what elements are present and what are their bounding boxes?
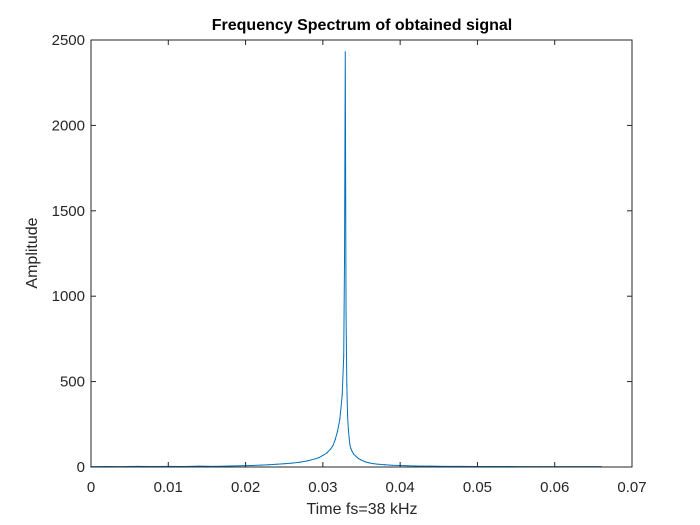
y-axis: 0 500 1000 1500 2000 2500 <box>52 32 632 476</box>
data-point <box>347 428 349 431</box>
data-point <box>350 447 352 449</box>
x-tick-label: 0.05 <box>463 479 492 496</box>
data-point <box>357 457 360 460</box>
data-point <box>336 430 339 432</box>
data-point <box>326 452 328 454</box>
x-axis: 0 0.01 0.02 0.03 0.04 0.05 0.06 0.07 <box>87 40 647 496</box>
y-tick-label: 1500 <box>52 203 85 220</box>
data-point <box>391 464 394 466</box>
data-point <box>291 462 293 464</box>
data-point <box>360 459 362 461</box>
data-point <box>364 461 366 463</box>
data-point <box>422 465 424 467</box>
data-point <box>260 464 262 466</box>
data-point <box>407 465 409 467</box>
plot-frame <box>90 39 633 468</box>
data-point <box>430 465 432 467</box>
data-point <box>384 464 386 466</box>
data-point <box>322 454 324 456</box>
data-point <box>299 461 301 463</box>
data-point <box>252 464 254 467</box>
data-point <box>334 439 336 441</box>
data-point <box>343 355 345 357</box>
data-point <box>306 460 308 462</box>
data-point <box>343 261 346 263</box>
data-point <box>283 463 285 465</box>
x-tick-label: 0.01 <box>154 479 183 496</box>
data-point <box>362 460 364 462</box>
y-tick-label: 500 <box>60 374 85 391</box>
data-point <box>275 463 278 465</box>
data-point <box>349 444 351 446</box>
data-point <box>346 384 348 386</box>
data-point <box>268 464 270 466</box>
x-tick-label: 0 <box>87 479 95 496</box>
y-axis-label: Amplitude <box>24 217 41 288</box>
x-tick-label: 0.06 <box>540 479 569 496</box>
data-point <box>355 455 357 458</box>
y-tick-label: 1000 <box>52 288 85 305</box>
data-point <box>198 465 200 467</box>
data-point <box>229 465 231 467</box>
y-tick-label: 0 <box>77 459 85 476</box>
chart-title: Frequency Spectrum of obtained signal <box>212 17 513 34</box>
x-tick-label: 0.07 <box>617 479 646 496</box>
data-point <box>329 448 332 450</box>
data-point <box>346 415 349 417</box>
plot-area <box>91 40 632 467</box>
data-point <box>348 437 350 439</box>
y-tick-label: 2000 <box>52 117 85 134</box>
x-axis-label: Time fs=38 kHz <box>307 501 418 518</box>
data-point <box>341 394 343 396</box>
data-point <box>351 451 353 453</box>
y-tick-label: 2500 <box>52 32 85 49</box>
data-point <box>345 312 347 314</box>
data-point <box>415 465 417 467</box>
x-tick-label: 0.04 <box>386 479 415 496</box>
data-point <box>332 445 334 447</box>
data-point <box>368 462 370 464</box>
data-point <box>344 51 346 53</box>
data-point <box>318 457 320 459</box>
data-point <box>376 463 378 465</box>
data-point <box>353 453 355 455</box>
x-tick-label: 0.03 <box>308 479 337 496</box>
data-point <box>339 418 341 420</box>
x-tick-label: 0.02 <box>231 479 260 496</box>
data-point <box>314 458 316 460</box>
data-point <box>372 462 374 465</box>
